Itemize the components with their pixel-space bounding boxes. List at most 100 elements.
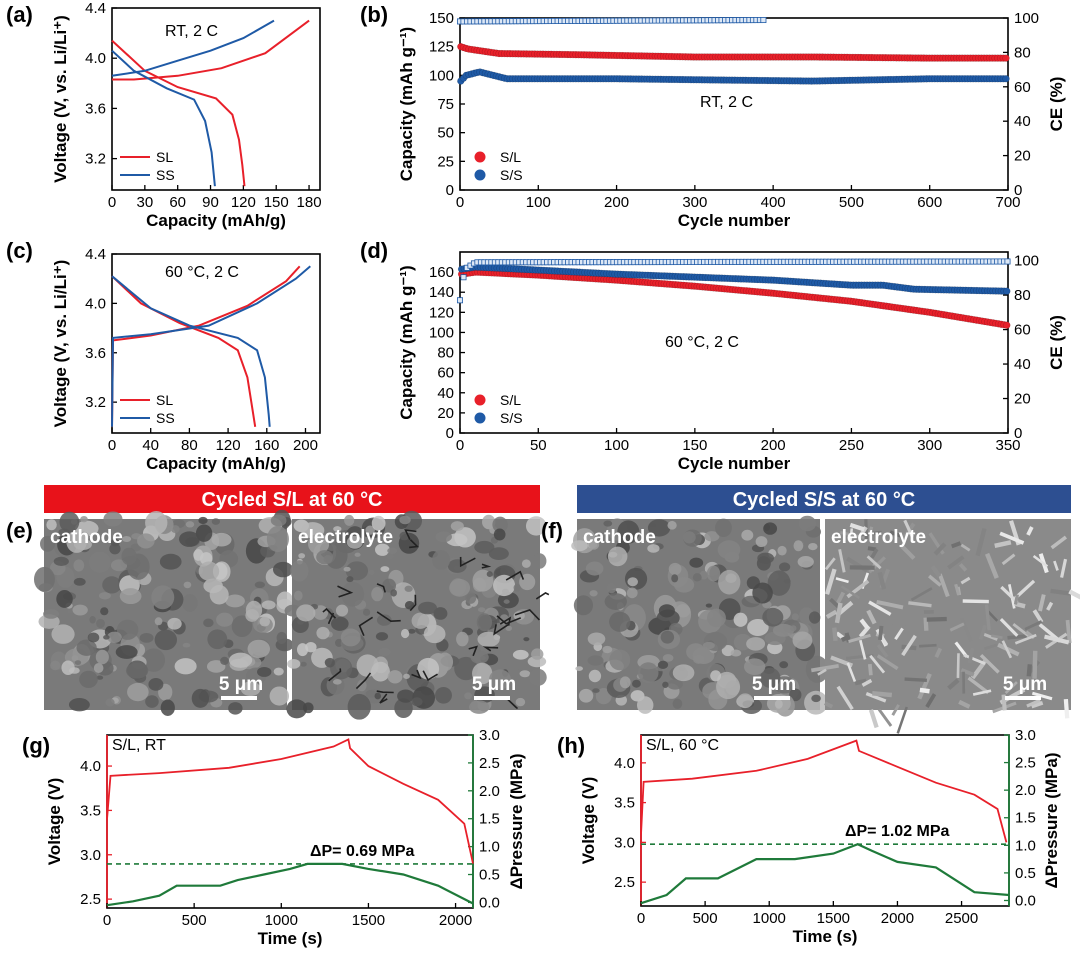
grain — [1063, 698, 1070, 719]
grain — [672, 664, 695, 682]
x-tick-label: 300 — [682, 194, 707, 211]
panel-annotation: RT, 2 C — [165, 23, 218, 40]
grain — [866, 609, 877, 625]
grain — [435, 686, 452, 704]
grain — [647, 544, 660, 553]
grain — [211, 532, 232, 547]
grain — [1012, 623, 1030, 638]
grain — [492, 516, 508, 533]
x-tick-label: 1000 — [753, 910, 786, 927]
grain — [454, 527, 476, 548]
grain — [298, 553, 306, 559]
grain — [345, 561, 369, 581]
y-right-tick-label: 0.0 — [1015, 892, 1036, 909]
grain — [876, 654, 899, 671]
x-tick-label: 100 — [604, 437, 629, 454]
x-tick-label: 80 — [181, 437, 198, 454]
grain — [326, 544, 337, 552]
grain — [984, 643, 998, 651]
grain — [868, 709, 879, 729]
grain — [454, 656, 478, 681]
grain — [1014, 633, 1037, 645]
grain — [962, 671, 966, 694]
grain — [148, 677, 164, 691]
grain — [834, 602, 843, 624]
crack — [499, 616, 512, 626]
grain — [375, 632, 389, 641]
y-axis-title: Capacity (mAh g⁻¹) — [397, 265, 416, 419]
x-tick-label: 600 — [917, 194, 942, 211]
y-right-tick-label: 1.5 — [1015, 810, 1036, 827]
grain — [316, 550, 334, 565]
x-tick-label: 100 — [526, 194, 551, 211]
grain — [606, 582, 617, 594]
grain — [515, 697, 526, 707]
grain — [1043, 634, 1070, 645]
grain — [1050, 535, 1068, 550]
grain — [87, 632, 100, 643]
grain — [98, 592, 111, 600]
grain — [488, 547, 509, 561]
grain — [88, 551, 111, 573]
x-tick-label: 350 — [995, 437, 1020, 454]
grain — [225, 594, 245, 608]
grain — [849, 565, 875, 570]
grain — [206, 660, 226, 673]
grain — [340, 628, 361, 647]
grain — [743, 658, 766, 676]
y-tick-label: 160 — [429, 264, 454, 281]
grain — [917, 672, 932, 700]
x-tick-label: 200 — [293, 437, 318, 454]
grain — [433, 607, 448, 620]
grain — [110, 559, 128, 572]
chart-b: 0 100 200 300 400 500 600 700025507510012515002… — [360, 2, 1066, 230]
crack — [337, 585, 354, 598]
sem-e-cathode: cathode 5 μm — [33, 509, 294, 716]
x-tick-label: 250 — [839, 437, 864, 454]
grain — [290, 560, 309, 582]
grain — [525, 516, 547, 536]
grain — [1065, 619, 1072, 644]
grain — [962, 599, 989, 604]
grain — [96, 675, 104, 680]
micrograph-background — [825, 519, 1071, 710]
legend-label: SS — [156, 167, 175, 183]
grain — [1053, 560, 1059, 571]
y-tick-label: 80 — [437, 345, 454, 362]
grain — [791, 613, 799, 621]
grain — [668, 562, 682, 576]
grain — [573, 595, 594, 616]
banner-bar — [44, 485, 540, 513]
series-ce — [456, 258, 1011, 304]
grain — [331, 616, 349, 631]
grain — [682, 531, 696, 544]
x-tick-label: 1500 — [817, 910, 850, 927]
grain — [154, 617, 163, 626]
grain — [869, 654, 886, 674]
grain — [313, 605, 329, 620]
grain — [755, 536, 768, 548]
grain — [532, 553, 547, 569]
y-right-tick-label: 0 — [1014, 425, 1022, 442]
grain — [376, 614, 392, 626]
y-right-tick-label: 1.5 — [479, 811, 500, 828]
grain — [792, 631, 813, 650]
grain — [877, 571, 887, 590]
grain — [363, 608, 371, 616]
series-s-s — [457, 68, 1010, 85]
x-tick-label: 120 — [231, 194, 256, 211]
grain — [999, 531, 1025, 545]
grain — [840, 585, 861, 600]
grain — [845, 653, 874, 660]
grain — [767, 570, 791, 596]
grain — [1007, 633, 1032, 640]
y-tick-label: 150 — [429, 10, 454, 27]
grain — [872, 691, 893, 698]
series-s-l — [457, 43, 1010, 62]
grain — [589, 590, 598, 597]
panel-annotation: S/L, 60 °C — [646, 737, 719, 754]
grain — [824, 568, 837, 595]
grain — [904, 677, 927, 682]
grain — [116, 619, 139, 640]
series-pressure-line — [640, 843, 1010, 905]
